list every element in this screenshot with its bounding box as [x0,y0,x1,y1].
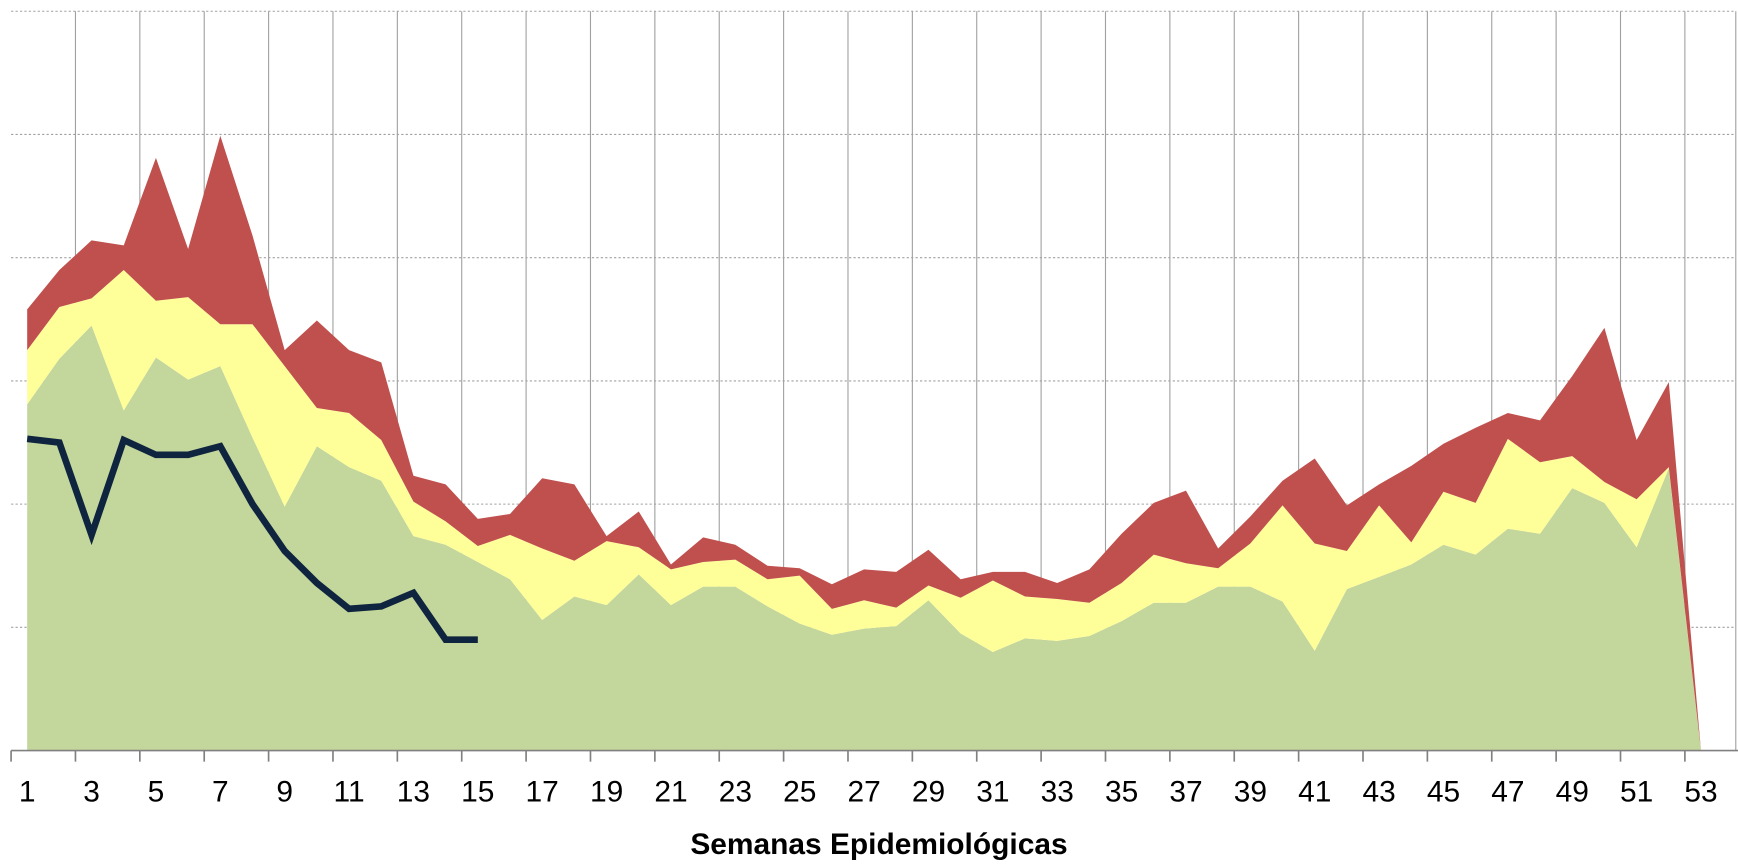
x-tick-label: 37 [1169,776,1202,809]
x-tick-label: 43 [1362,776,1395,809]
x-tick-label: 27 [847,776,880,809]
x-tick-label: 45 [1427,776,1460,809]
x-tick-label: 21 [654,776,687,809]
x-tick-label: 11 [334,776,365,809]
x-tick-label: 41 [1298,776,1331,809]
x-tick-label: 25 [783,776,816,809]
x-tick-label: 3 [83,776,100,809]
x-axis-title: Semanas Epidemiológicas [690,828,1067,861]
x-tick-label: 47 [1491,776,1524,809]
lines [26,435,478,643]
x-tick-label: 1 [19,776,36,809]
x-tick-label: 15 [461,776,494,809]
x-tick-label: 35 [1105,776,1138,809]
area [27,325,1701,751]
areas [27,135,1701,751]
x-tick-label: 23 [719,776,752,809]
line [26,435,478,643]
x-tick-label: 53 [1684,776,1717,809]
x-tick-label: 33 [1041,776,1074,809]
x-tick-label: 7 [212,776,229,809]
x-tick-label: 29 [912,776,945,809]
axes: 1 3 5 7 9 11 13 15 17 19 21 23 25 27 29 31 33 35 37 39 41 43 4… [10,749,1738,809]
x-tick-label: 31 [976,776,1009,809]
x-tick-label: 19 [590,776,623,809]
x-tick-label: 9 [276,776,293,809]
area [27,270,1701,751]
x-tick-label: 49 [1556,776,1589,809]
x-tick-label: 39 [1234,776,1267,809]
x-tick-label: 5 [148,776,165,809]
x-tick-label: 17 [526,776,559,809]
x-tick-label: 13 [397,776,430,809]
x-tick-label: 51 [1620,776,1653,809]
